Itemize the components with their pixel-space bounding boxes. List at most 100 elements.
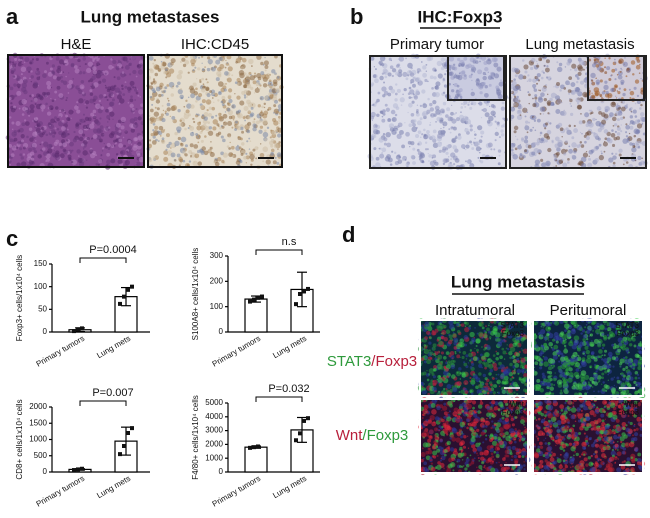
texture: [92, 134, 98, 139]
texture: [632, 73, 635, 76]
texture: [135, 91, 139, 95]
texture: [385, 131, 391, 138]
texture: [573, 128, 578, 134]
texture: [270, 144, 274, 148]
texture: [515, 97, 521, 103]
texture: [411, 126, 418, 133]
texture: [479, 411, 482, 414]
texture: [534, 84, 536, 86]
texture: [481, 355, 486, 360]
texture: [208, 126, 213, 130]
texture: [202, 123, 207, 129]
texture: [30, 100, 33, 103]
texture: [58, 59, 65, 65]
texture: [468, 352, 473, 358]
texture: [530, 66, 534, 71]
texture: [49, 67, 53, 71]
texture: [412, 83, 416, 88]
texture: [87, 80, 91, 83]
texture: [499, 355, 503, 360]
texture: [606, 334, 610, 337]
texture: [509, 362, 513, 367]
texture: [175, 84, 179, 88]
texture: [68, 79, 74, 85]
texture: [392, 103, 399, 109]
texture: [421, 432, 427, 438]
texture: [185, 99, 188, 102]
texture: [20, 156, 24, 160]
texture: [579, 89, 582, 91]
texture: [17, 141, 21, 145]
texture: [447, 162, 453, 168]
texture: [127, 145, 133, 150]
texture: [254, 146, 259, 151]
texture: [591, 340, 593, 342]
texture: [91, 75, 96, 81]
texture: [423, 348, 430, 355]
texture: [601, 387, 606, 392]
texture: [201, 146, 206, 151]
texture: [540, 76, 544, 80]
texture: [487, 392, 490, 395]
texture: [51, 55, 54, 59]
texture: [91, 83, 94, 86]
texture: [91, 64, 95, 67]
texture: [104, 72, 107, 75]
texture: [459, 403, 463, 407]
texture: [640, 77, 642, 80]
texture: [475, 338, 481, 344]
texture: [213, 94, 216, 97]
texture: [148, 55, 154, 61]
texture: [370, 115, 375, 120]
texture: [260, 111, 263, 114]
texture: [432, 353, 434, 356]
texture: [610, 74, 613, 77]
texture: [550, 92, 557, 99]
texture: [469, 376, 472, 380]
texture: [278, 141, 281, 144]
texture: [106, 98, 109, 101]
texture: [581, 357, 586, 361]
texture: [421, 89, 426, 94]
texture: [272, 118, 277, 123]
texture: [220, 87, 226, 93]
texture: [573, 339, 579, 345]
texture: [116, 94, 122, 100]
texture: [461, 372, 467, 378]
texture: [607, 379, 609, 381]
texture: [456, 381, 462, 387]
texture: [111, 145, 113, 147]
texture: [634, 115, 638, 118]
texture: [458, 391, 461, 393]
texture: [628, 132, 631, 135]
texture: [78, 129, 84, 135]
texture: [383, 137, 388, 142]
texture: [573, 384, 576, 387]
texture: [423, 461, 428, 466]
row-caption-part: /Foxp3: [371, 353, 417, 370]
texture: [504, 449, 510, 455]
texture: [501, 389, 506, 395]
texture: [419, 117, 423, 121]
texture: [35, 117, 37, 119]
texture: [455, 93, 460, 98]
texture: [211, 146, 213, 148]
texture: [484, 467, 487, 469]
texture: [167, 99, 170, 102]
texture: [512, 436, 517, 441]
texture: [41, 141, 44, 144]
texture: [75, 123, 79, 127]
texture: [18, 55, 22, 59]
texture: [124, 130, 128, 134]
texture: [241, 130, 245, 134]
texture: [640, 160, 645, 165]
texture: [527, 74, 530, 77]
texture: [253, 153, 255, 155]
texture: [604, 57, 606, 59]
texture: [510, 106, 516, 112]
texture: [160, 89, 163, 92]
texture: [432, 386, 437, 392]
texture: [48, 143, 53, 148]
texture: [435, 109, 441, 115]
texture: [476, 466, 478, 469]
